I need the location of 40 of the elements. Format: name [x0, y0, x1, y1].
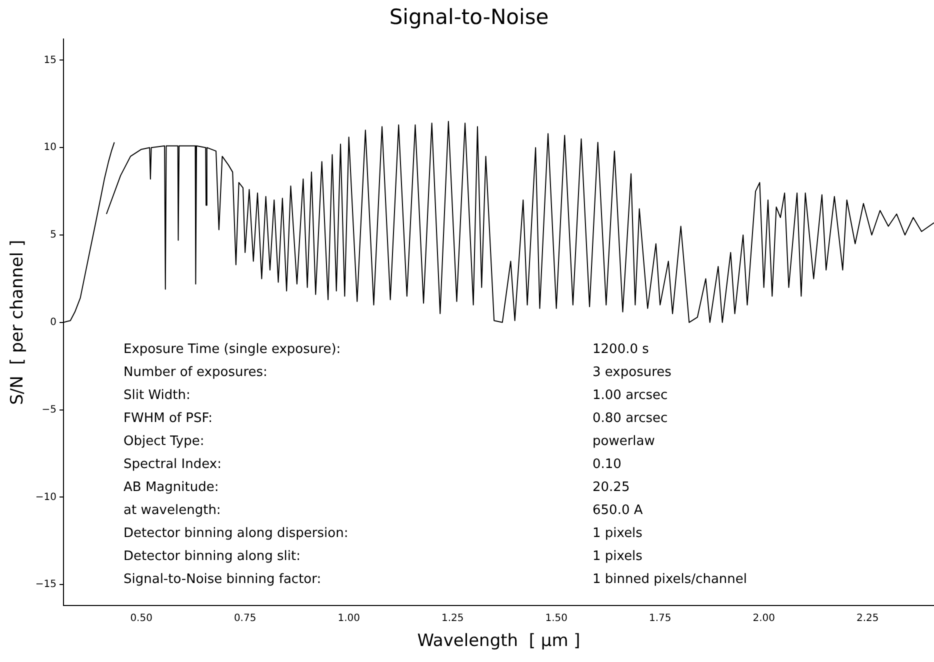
annotation: AB Magnitude: — [124, 480, 219, 495]
y-tick-label: −5 — [42, 404, 57, 416]
x-tick-label: 2.00 — [752, 613, 775, 624]
annotation: 650.0 A — [592, 502, 643, 518]
x-tick-label: 1.75 — [648, 613, 672, 624]
annotation: Exposure Time (single exposure): — [124, 342, 341, 357]
annotation: Signal-to-Noise binning factor: — [124, 572, 322, 587]
y-tick-label: −10 — [35, 492, 57, 503]
annotation: FWHM of PSF: — [124, 410, 213, 426]
chart-title: Signal-to-Noise — [389, 5, 549, 30]
annotation: 3 exposures — [592, 364, 672, 380]
x-tick-label: 1.25 — [441, 613, 464, 624]
y-tick-label: 5 — [50, 230, 57, 241]
annotation: 1.00 arcsec — [592, 388, 668, 403]
annotation: 0.80 arcsec — [592, 410, 668, 426]
x-tick-label: 0.75 — [234, 613, 256, 624]
y-axis-title: S/N [ per channel ] — [8, 240, 28, 405]
y-tick-label: −15 — [35, 579, 57, 590]
x-tick-label: 1.50 — [545, 613, 568, 624]
y-tick-label: 10 — [44, 142, 57, 154]
annotation: Object Type: — [124, 434, 204, 449]
annotation: 1 pixels — [592, 548, 643, 564]
y-tick-label: 15 — [44, 54, 57, 66]
annotation: Number of exposures: — [124, 364, 268, 380]
annotation: Detector binning along slit: — [124, 548, 301, 564]
annotation: 1 binned pixels/channel — [592, 572, 748, 587]
annotation: powerlaw — [592, 434, 656, 449]
x-axis-title: Wavelength [ μm ] — [417, 631, 580, 652]
annotation: at wavelength: — [124, 502, 221, 518]
annotation: 20.25 — [592, 480, 630, 495]
x-tick-label: 2.25 — [856, 613, 879, 624]
y-tick-label: 0 — [50, 316, 57, 328]
annotation: Detector binning along dispersion: — [124, 526, 348, 541]
x-tick-label: 1.00 — [338, 613, 360, 624]
annotation: Slit Width: — [124, 388, 190, 403]
annotation: 0.10 — [592, 456, 622, 472]
x-tick-label: 0.50 — [130, 613, 152, 624]
annotation: Spectral Index: — [124, 456, 222, 472]
annotation: 1200.0 s — [592, 342, 650, 357]
annotation: 1 pixels — [592, 526, 643, 541]
